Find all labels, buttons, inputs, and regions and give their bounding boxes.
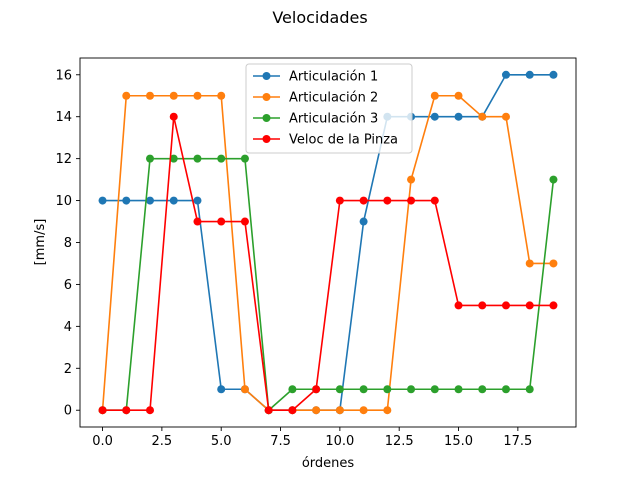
series-2-point (335, 406, 344, 415)
series-1-point (525, 70, 534, 79)
series-1-point (549, 70, 558, 79)
series-3-point (430, 385, 439, 394)
y-tick-label: 2 (64, 362, 72, 377)
y-axis-label: [mm/s] (33, 219, 48, 266)
series-4-point (407, 196, 416, 205)
series-4-point (288, 406, 297, 415)
series-4-point (549, 301, 558, 310)
series-4-point (501, 301, 510, 310)
series-3-point (146, 154, 155, 163)
x-tick-label: 5.0 (211, 434, 232, 449)
legend-swatch-marker (262, 72, 271, 80)
y-tick-label: 6 (64, 278, 72, 293)
series-3-point (335, 385, 344, 394)
series-2-point (193, 91, 202, 100)
series-4-point (525, 301, 534, 310)
series-2-point (549, 259, 558, 268)
series-4-point (217, 217, 226, 226)
series-1-point (98, 196, 107, 205)
series-3-point (240, 154, 249, 163)
series-1-point (169, 196, 178, 205)
y-tick-label: 4 (64, 320, 72, 335)
series-3-point (549, 175, 558, 184)
axes-layer: 0.0 2.5 5.0 7.5 10.0 12.5 15.0 17.5 0 2 4 6 8 10 12 14 1… (55, 57, 577, 449)
series-1-point (193, 196, 202, 205)
series-2-point (407, 175, 416, 184)
series-2-point (454, 91, 463, 100)
series-3-point (169, 154, 178, 163)
series-3-point (407, 385, 416, 394)
series-2-point (217, 91, 226, 100)
legend-label: Articulación 3 (289, 112, 378, 127)
series-1-point (501, 70, 510, 79)
series-2-point (169, 91, 178, 100)
legend-label: Articulación 1 (289, 70, 378, 85)
series-layer (98, 70, 558, 415)
legend-label: Articulación 2 (289, 91, 378, 106)
series-1-point (146, 196, 155, 205)
x-tick-label: 10.0 (325, 434, 354, 449)
y-tick-label: 14 (55, 110, 72, 125)
x-tick-label: 2.5 (152, 434, 173, 449)
x-tick-label: 15.0 (444, 434, 473, 449)
series-2-point (240, 385, 249, 394)
legend-swatch-marker (262, 93, 271, 101)
series-3-point (359, 385, 368, 394)
x-tick-label: 12.5 (385, 434, 414, 449)
series-4-point (122, 406, 131, 415)
series-2-point (146, 91, 155, 100)
series-2-point (430, 91, 439, 100)
y-tick-label: 8 (64, 236, 72, 251)
legend: Articulación 1 Articulación 2 Articulación… (245, 63, 413, 154)
x-tick-label: 0.0 (92, 434, 113, 449)
series-1-point (217, 385, 226, 394)
series-4-point (478, 301, 487, 310)
series-4-point (98, 406, 107, 415)
series-3-point (193, 154, 202, 163)
y-tick-label: 0 (64, 404, 72, 419)
series-3-point (383, 385, 392, 394)
series-4-point (146, 406, 155, 415)
legend-swatch-marker (262, 135, 271, 143)
series-4-point (430, 196, 439, 205)
series-4-point (169, 112, 178, 121)
series-3-point (454, 385, 463, 394)
legend-swatch-marker (262, 114, 271, 122)
series-4-point (335, 196, 344, 205)
series-2-point (501, 112, 510, 121)
series-4-point (193, 217, 202, 226)
series-3-point (501, 385, 510, 394)
series-3-point (288, 385, 297, 394)
series-4-point (264, 406, 273, 415)
y-tick-label: 10 (55, 194, 72, 209)
series-3-point (217, 154, 226, 163)
x-tick-label: 17.5 (503, 434, 532, 449)
series-4-point (240, 217, 249, 226)
x-tick-label: 7.5 (270, 434, 291, 449)
series-1-point (430, 112, 439, 121)
series-1-point (122, 196, 131, 205)
series-4-point (312, 385, 321, 394)
series-4-point (359, 196, 368, 205)
series-3-point (478, 385, 487, 394)
series-2-point (525, 259, 534, 268)
series-4-point (383, 196, 392, 205)
chart-title: Velocidades (272, 8, 367, 27)
series-1-point (359, 217, 368, 226)
series-2-point (478, 112, 487, 121)
series-4-point (454, 301, 463, 310)
series-3-point (525, 385, 534, 394)
y-tick-label: 12 (55, 152, 72, 167)
legend-label: Veloc de la Pinza (289, 133, 398, 148)
series-2-point (122, 91, 131, 100)
y-tick-label: 16 (55, 68, 72, 83)
legend-box (245, 63, 413, 154)
series-2-point (359, 406, 368, 415)
x-axis-label: órdenes (302, 456, 355, 471)
series-2-point (312, 406, 321, 415)
series-2-point (383, 406, 392, 415)
series-1-point (454, 112, 463, 121)
